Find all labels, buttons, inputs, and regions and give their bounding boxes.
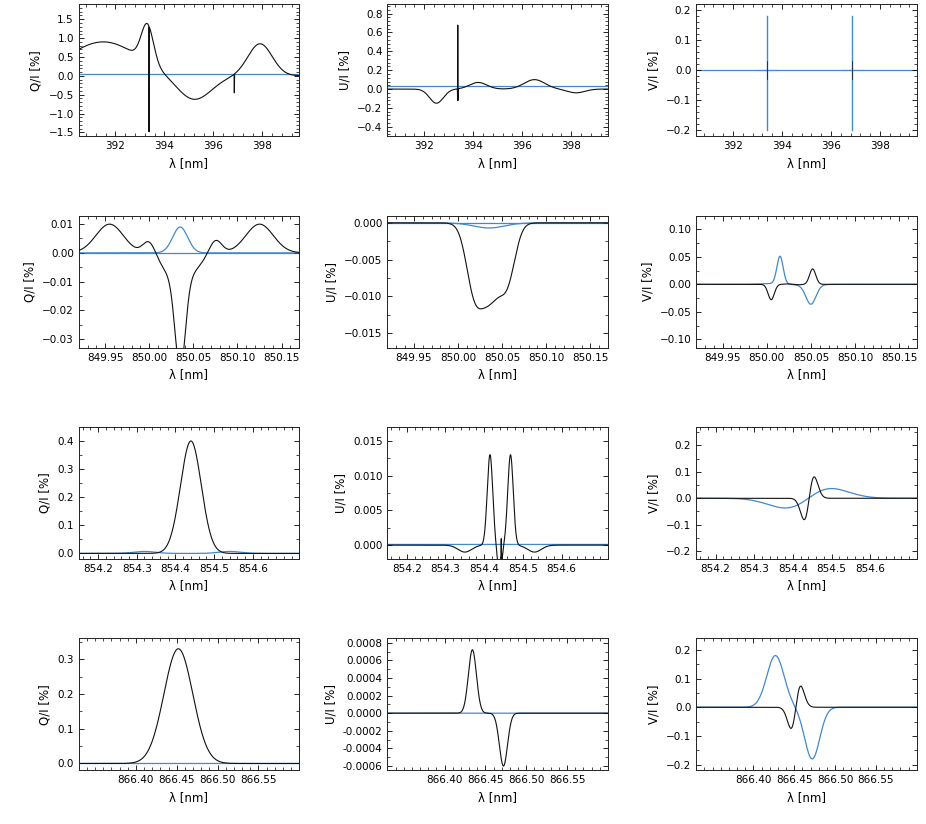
X-axis label: λ [nm]: λ [nm] <box>478 579 518 592</box>
X-axis label: λ [nm]: λ [nm] <box>787 368 826 381</box>
X-axis label: λ [nm]: λ [nm] <box>169 579 208 592</box>
X-axis label: λ [nm]: λ [nm] <box>787 791 826 804</box>
Y-axis label: V/I [%]: V/I [%] <box>647 473 660 513</box>
X-axis label: λ [nm]: λ [nm] <box>169 157 208 170</box>
Y-axis label: U/I [%]: U/I [%] <box>324 685 337 724</box>
X-axis label: λ [nm]: λ [nm] <box>787 157 826 170</box>
X-axis label: λ [nm]: λ [nm] <box>478 368 518 381</box>
Y-axis label: Q/I [%]: Q/I [%] <box>39 473 52 513</box>
Y-axis label: V/I [%]: V/I [%] <box>641 262 654 302</box>
Y-axis label: Q/I [%]: Q/I [%] <box>30 49 43 91</box>
X-axis label: λ [nm]: λ [nm] <box>478 157 518 170</box>
Y-axis label: Q/I [%]: Q/I [%] <box>39 684 52 725</box>
Y-axis label: V/I [%]: V/I [%] <box>647 50 660 90</box>
Y-axis label: Q/I [%]: Q/I [%] <box>23 261 36 302</box>
Y-axis label: U/I [%]: U/I [%] <box>334 473 347 513</box>
X-axis label: λ [nm]: λ [nm] <box>169 368 208 381</box>
Y-axis label: V/I [%]: V/I [%] <box>647 685 660 724</box>
X-axis label: λ [nm]: λ [nm] <box>169 791 208 804</box>
X-axis label: λ [nm]: λ [nm] <box>478 791 518 804</box>
Y-axis label: U/I [%]: U/I [%] <box>326 261 339 302</box>
Y-axis label: U/I [%]: U/I [%] <box>339 50 352 90</box>
X-axis label: λ [nm]: λ [nm] <box>787 579 826 592</box>
